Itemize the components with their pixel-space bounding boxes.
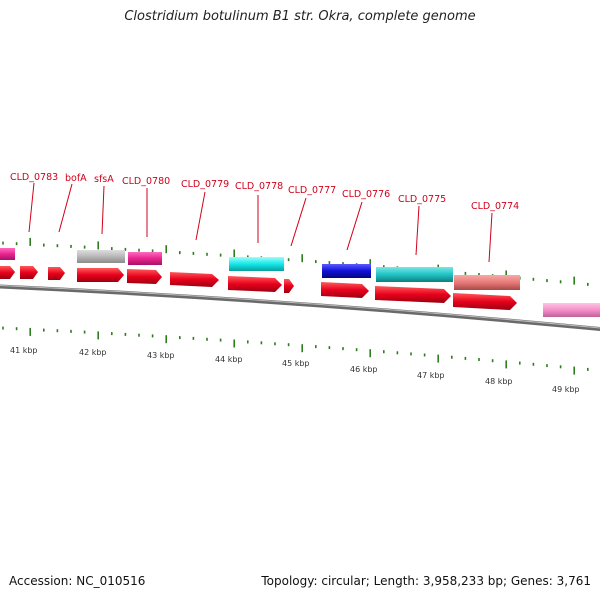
scale-label: 42 kbp — [79, 348, 107, 357]
scale-label: 41 kbp — [10, 346, 38, 355]
scale-label: 48 kbp — [485, 377, 513, 386]
genome-title: Clostridium botulinum B1 str. Okra, comp… — [124, 9, 476, 24]
gene-label-sfsA: sfsA — [94, 174, 114, 185]
cds-arrow — [284, 279, 294, 293]
scale-label: 47 kbp — [417, 371, 445, 380]
feature-track-upper — [0, 248, 600, 317]
scale-label: 44 kbp — [215, 355, 243, 364]
genome-backbone-highlight — [0, 284, 600, 329]
feature-block-CLD_0775 — [376, 267, 453, 282]
scale-label: 45 kbp — [282, 359, 310, 368]
scale-label: 43 kbp — [147, 351, 175, 360]
cds-arrow — [375, 286, 451, 303]
genome-backbone — [0, 284, 600, 332]
feature-block-CLD_0774 — [454, 275, 520, 290]
feature-block-CLD_0780 — [128, 252, 162, 265]
cds-arrow — [77, 268, 124, 282]
gene-label-CLD_0776: CLD_0776 — [342, 189, 390, 200]
scale-label: 49 kbp — [552, 385, 580, 394]
gene-leader-line — [488, 212, 493, 263]
scale-labels: 41 kbp 42 kbp 43 kbp 44 kbp 45 kbp 46 kb… — [10, 346, 580, 394]
gene-leader-line — [415, 205, 420, 256]
gene-leader-line — [28, 182, 35, 233]
accession-text: Accession: NC_010516 — [9, 574, 146, 588]
cds-arrow-track — [0, 266, 517, 310]
gene-leader-line — [58, 183, 73, 233]
feature-block-CLD_0778 — [229, 257, 284, 271]
cds-arrow — [48, 267, 65, 280]
feature-block-pink-right — [543, 303, 600, 317]
cds-arrow — [170, 272, 219, 287]
cds-arrow — [321, 282, 369, 298]
cds-arrow — [127, 269, 162, 284]
gene-label-CLD_0780: CLD_0780 — [122, 176, 170, 187]
gene-leader-line — [290, 197, 307, 247]
gene-label-CLD_0774: CLD_0774 — [471, 201, 519, 212]
gene-label-bofA: bofA — [65, 173, 87, 184]
gene-label-CLD_0779: CLD_0779 — [181, 179, 229, 190]
gene-label-CLD_0778: CLD_0778 — [235, 181, 283, 192]
gene-leader-line — [195, 191, 206, 241]
cds-arrow — [20, 266, 38, 279]
genome-summary-text: Topology: circular; Length: 3,958,233 bp… — [261, 574, 591, 588]
gene-label-CLD_0777: CLD_0777 — [288, 185, 336, 196]
cds-arrow — [453, 293, 517, 310]
feature-block-magenta-left — [0, 248, 15, 260]
cds-arrow — [228, 276, 282, 292]
feature-block-CLD_0776 — [322, 264, 371, 278]
gene-label-CLD_0775: CLD_0775 — [398, 194, 446, 205]
gene-labels: CLD_0783 bofA sfsA CLD_0780 CLD_0779 CLD… — [10, 172, 519, 263]
gene-leader-line — [101, 185, 105, 235]
cds-arrow — [0, 266, 15, 279]
inner-tick-ring — [2, 326, 589, 375]
scale-label: 46 kbp — [350, 365, 378, 374]
feature-block-sfsA — [77, 250, 125, 263]
gene-label-CLD_0783: CLD_0783 — [10, 172, 58, 183]
gene-leader-line — [346, 201, 363, 251]
